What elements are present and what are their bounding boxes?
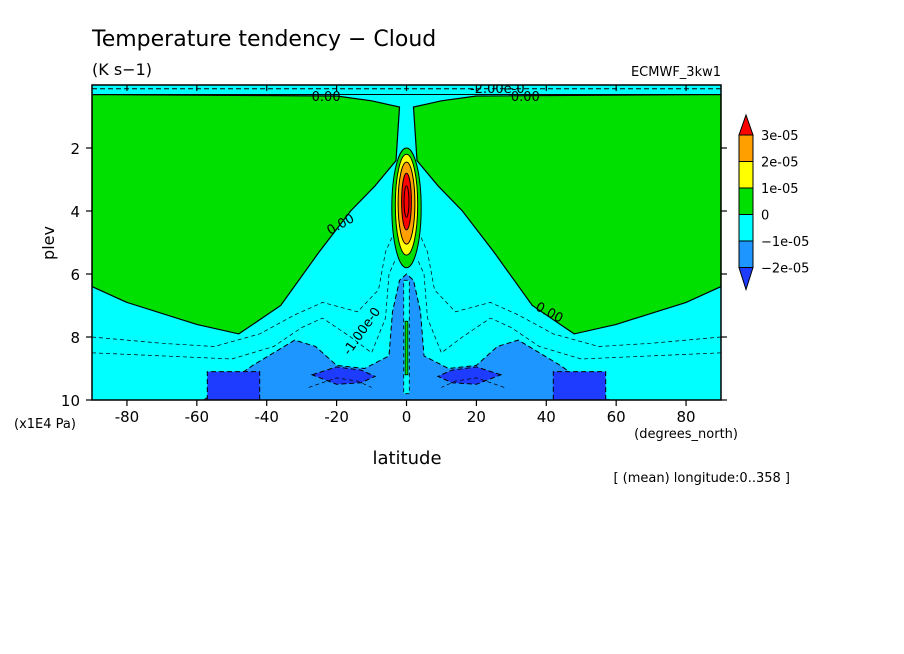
colorbar-cap-bottom — [738, 267, 754, 292]
strong-cooling-region-3 — [436, 366, 503, 385]
colorbar-swatch — [738, 187, 754, 215]
colorbar-level-label: −1e-05 — [761, 235, 809, 250]
strong-cooling-region-2 — [310, 366, 377, 385]
y-tick-label: 2 — [70, 140, 80, 158]
colorbar-legend: 3e-05 2e-05 1e-05 0 −1e-05 −2e-05 — [738, 113, 809, 292]
y-axis: 2 4 6 8 10 — [61, 140, 727, 410]
x-tick-label: 40 — [537, 408, 556, 426]
strong-cooling-region-1 — [552, 371, 607, 400]
colorbar-level-label: 2e-05 — [761, 156, 799, 171]
x-axis: -80 -60 -40 -20 0 20 40 60 80 — [115, 85, 696, 426]
x-tick-label: -80 — [115, 408, 140, 426]
x-tick-label: 20 — [467, 408, 486, 426]
colorbar-swatch — [738, 214, 754, 242]
x-axis-label: latitude — [372, 448, 441, 469]
colorbar-level-label: 1e-05 — [761, 182, 799, 197]
colorbar-cap-top — [738, 113, 754, 136]
y-axis-label: plev — [39, 226, 58, 260]
warming-region-left — [92, 93, 401, 335]
plot-area: 0.00 0.000.000.00-2.00e-0-1.00e-0 — [92, 82, 721, 400]
negative-contour-line-2 — [92, 236, 393, 347]
x-tick-label: 80 — [677, 408, 696, 426]
footnote: [ (mean) longitude:0..358 ] — [613, 471, 790, 486]
negative-contour-line-4 — [308, 377, 372, 388]
x-tick-label: 0 — [402, 408, 412, 426]
colorbar-level-label: −2e-05 — [761, 262, 809, 277]
contour-label-4: -2.00e-0 — [470, 82, 525, 97]
colorbar-swatch — [738, 161, 754, 189]
x-axis-units: (degrees_north) — [634, 427, 738, 442]
colorbar-swatch — [738, 134, 754, 162]
equatorial-column-core — [404, 320, 409, 376]
negative-contour-line-3 — [420, 236, 721, 347]
warming-region-right — [412, 93, 721, 335]
negative-contour-line-5 — [441, 377, 505, 388]
colorbar-level-label: 3e-05 — [761, 129, 799, 144]
y-axis-units: (x1E4 Pa) — [14, 417, 76, 432]
chart-subtitle: (K s−1) — [92, 60, 152, 79]
x-tick-label: -60 — [185, 408, 210, 426]
y-tick-label: 6 — [70, 266, 80, 284]
y-tick-label: 4 — [70, 203, 80, 221]
colorbar-swatch — [738, 240, 754, 268]
y-tick-label: 10 — [61, 392, 80, 410]
heating-plume-contour-4 — [403, 185, 410, 218]
contour-label-1: 0.00 — [511, 90, 540, 105]
colorbar-level-label: 0 — [761, 209, 769, 224]
x-tick-label: 60 — [607, 408, 626, 426]
negative-contour-line-1 — [416, 258, 721, 360]
contour-label-0: 0.00 — [312, 90, 341, 105]
negative-contour-line-0 — [92, 258, 397, 360]
y-tick-label: 8 — [70, 329, 80, 347]
model-label: ECMWF_3kw1 — [631, 65, 721, 80]
strong-cooling-region-0 — [206, 371, 261, 400]
chart-title: Temperature tendency − Cloud — [91, 27, 436, 52]
x-tick-label: -40 — [254, 408, 279, 426]
x-tick-label: -20 — [324, 408, 349, 426]
